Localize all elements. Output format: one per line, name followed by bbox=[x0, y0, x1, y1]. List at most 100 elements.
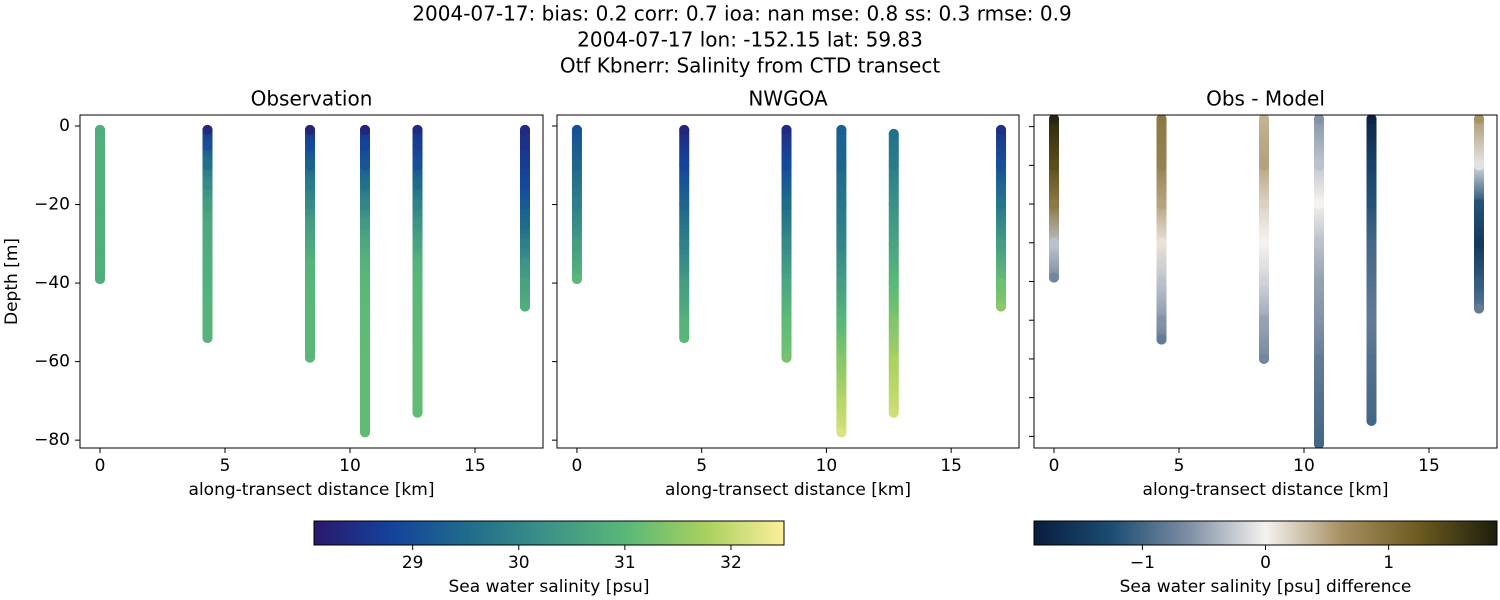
sample-point bbox=[836, 356, 847, 367]
sample-point bbox=[360, 356, 370, 367]
sample-point bbox=[996, 199, 1007, 210]
sample-point bbox=[305, 219, 315, 230]
sample-point bbox=[305, 297, 315, 308]
sample-point bbox=[1474, 160, 1484, 171]
sample-point bbox=[836, 278, 847, 289]
sample-point bbox=[679, 160, 690, 171]
colorbar-tick-label: 32 bbox=[720, 553, 742, 573]
cast-profile bbox=[1366, 115, 1377, 426]
sample-point bbox=[781, 238, 792, 249]
y-tick-label: −40 bbox=[34, 273, 70, 293]
sample-point bbox=[305, 199, 315, 210]
sample-point bbox=[888, 160, 899, 171]
sample-point bbox=[781, 199, 792, 210]
sample-point bbox=[1049, 160, 1059, 171]
sample-point bbox=[202, 140, 213, 151]
sample-point bbox=[412, 356, 423, 367]
sample-point bbox=[1314, 160, 1324, 171]
sample-point bbox=[836, 124, 847, 135]
sample-point bbox=[1314, 439, 1324, 448]
sample-point bbox=[1366, 160, 1377, 171]
sample-point bbox=[836, 427, 847, 438]
sample-point bbox=[520, 278, 530, 289]
sample-point bbox=[571, 160, 582, 171]
sample-point bbox=[836, 395, 847, 406]
sample-point bbox=[412, 278, 423, 289]
x-axis-label: along-transect distance [km] bbox=[189, 480, 435, 500]
sample-point bbox=[520, 140, 530, 151]
sample-point bbox=[888, 199, 899, 210]
sample-point bbox=[520, 219, 530, 230]
x-axis-label: along-transect distance [km] bbox=[665, 480, 911, 500]
sample-point bbox=[412, 124, 423, 135]
sample-point bbox=[888, 356, 899, 367]
sample-point bbox=[888, 407, 899, 418]
sample-point bbox=[1366, 237, 1377, 248]
sample-point bbox=[520, 179, 530, 190]
sample-point bbox=[1259, 315, 1269, 326]
sample-point bbox=[360, 199, 370, 210]
sample-point bbox=[360, 258, 370, 269]
sample-point bbox=[1259, 115, 1269, 124]
x-tick-label: 0 bbox=[572, 456, 583, 476]
sample-point bbox=[679, 333, 690, 344]
sample-point bbox=[95, 238, 105, 249]
x-tick-label: 0 bbox=[95, 456, 106, 476]
sample-point bbox=[1259, 199, 1269, 210]
cast-profile bbox=[679, 124, 690, 344]
sample-point bbox=[1156, 199, 1167, 210]
sample-point bbox=[520, 199, 530, 210]
sample-point bbox=[360, 238, 370, 249]
sample-point bbox=[996, 160, 1007, 171]
sample-point bbox=[571, 199, 582, 210]
sample-point bbox=[1366, 276, 1377, 287]
sample-point bbox=[1314, 276, 1324, 287]
casts bbox=[1049, 115, 1484, 448]
x-tick-label: 10 bbox=[816, 456, 838, 476]
y-tick-label: −20 bbox=[34, 195, 70, 215]
sample-point bbox=[1156, 160, 1167, 171]
sample-point bbox=[571, 238, 582, 249]
x-tick-label: 5 bbox=[1174, 456, 1185, 476]
sample-point bbox=[520, 124, 530, 135]
colorbar bbox=[313, 520, 785, 546]
sample-point bbox=[95, 274, 105, 285]
sample-point bbox=[1366, 115, 1377, 124]
sample-point bbox=[520, 238, 530, 249]
sample-point bbox=[305, 258, 315, 269]
sample-point bbox=[888, 317, 899, 328]
sample-point bbox=[1314, 199, 1324, 210]
panel-title: Observation bbox=[251, 87, 373, 111]
sample-point bbox=[679, 124, 690, 135]
sample-point bbox=[888, 278, 899, 289]
suptitle: Otf Kbnerr: Salinity from CTD transect bbox=[560, 54, 941, 78]
sample-point bbox=[781, 160, 792, 171]
sample-point bbox=[1366, 353, 1377, 364]
y-axis-label: Depth [m] bbox=[2, 238, 22, 325]
sample-point bbox=[412, 199, 423, 210]
sample-point bbox=[1366, 199, 1377, 210]
sample-point bbox=[1049, 272, 1059, 283]
sample-point bbox=[202, 219, 213, 230]
sample-point bbox=[360, 278, 370, 289]
cast-profile bbox=[996, 124, 1007, 312]
sample-point bbox=[836, 238, 847, 249]
sample-point bbox=[1474, 237, 1484, 248]
sample-point bbox=[781, 278, 792, 289]
y-tick-label: −60 bbox=[34, 352, 70, 372]
sample-point bbox=[888, 238, 899, 249]
sample-point bbox=[412, 219, 423, 230]
sample-point bbox=[412, 179, 423, 190]
colorbar-tick-label: 29 bbox=[402, 553, 424, 573]
casts bbox=[95, 124, 530, 438]
suptitle: 2004-07-17: bias: 0.2 corr: 0.7 ioa: nan… bbox=[412, 2, 1071, 26]
cast-profile bbox=[1049, 115, 1059, 283]
colorbar-tick-label: 1 bbox=[1383, 553, 1394, 573]
sample-point bbox=[412, 258, 423, 269]
sample-point bbox=[95, 160, 105, 171]
sample-point bbox=[95, 199, 105, 210]
sample-point bbox=[1474, 199, 1484, 210]
sample-point bbox=[1259, 237, 1269, 248]
sample-point bbox=[305, 352, 315, 363]
cast-profile bbox=[1156, 115, 1167, 345]
